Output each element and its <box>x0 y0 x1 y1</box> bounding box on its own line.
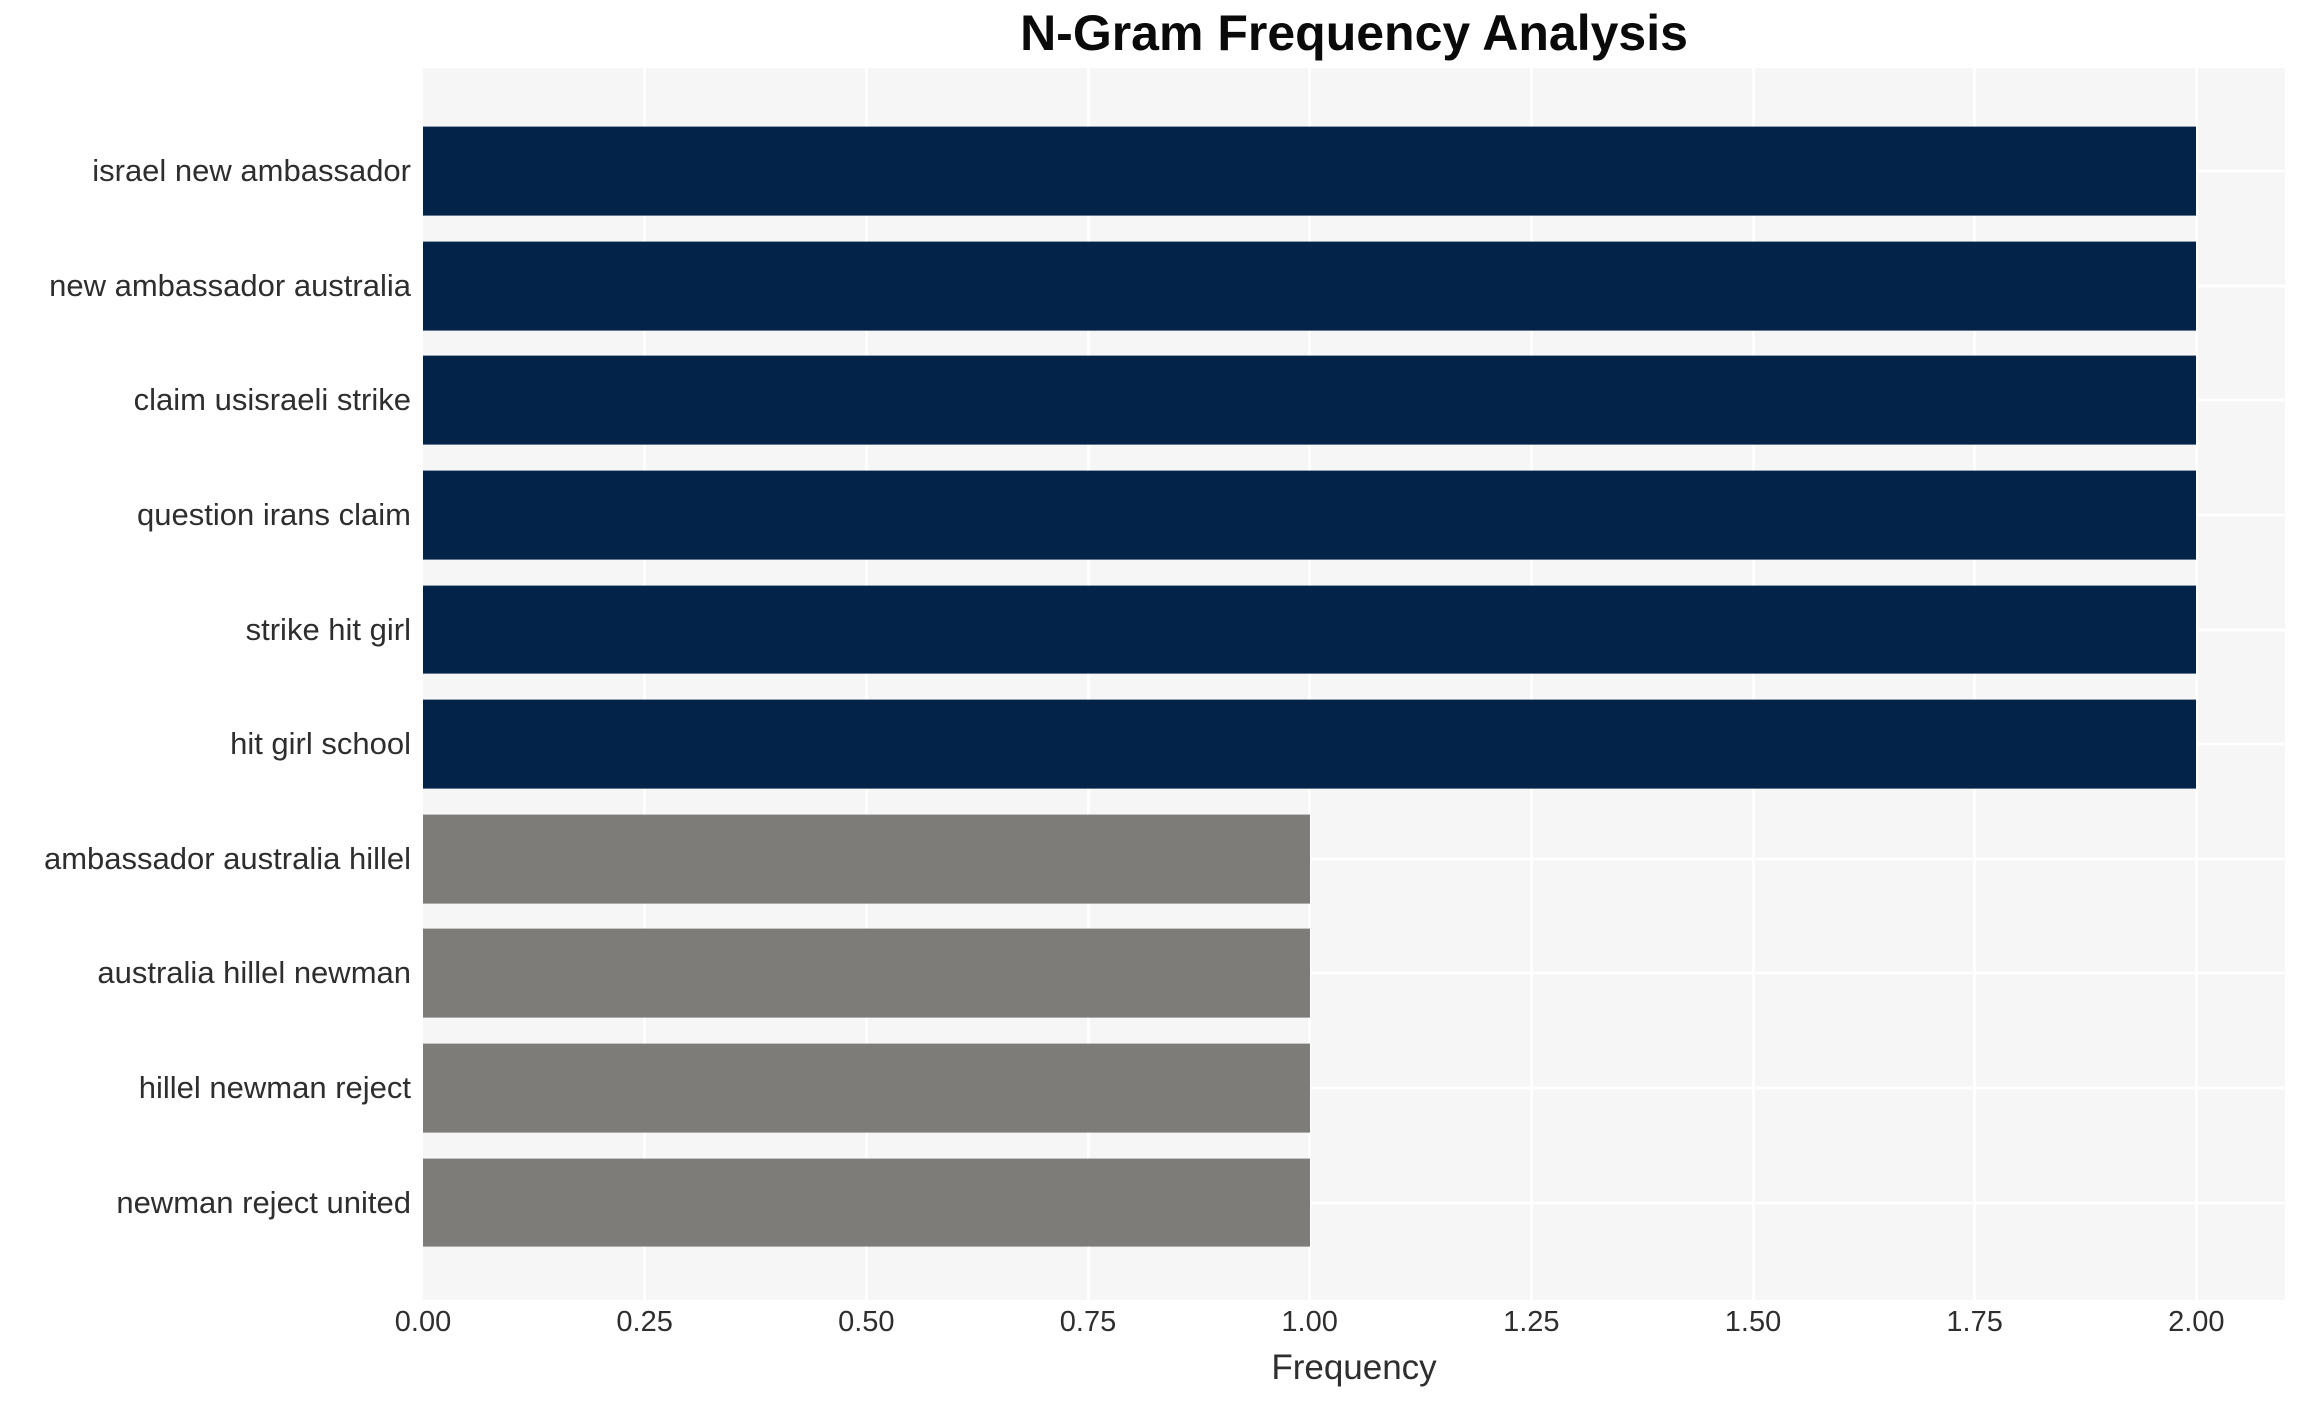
category-label-row: hit girl school <box>0 687 411 802</box>
category-label-row: australia hillel newman <box>0 916 411 1031</box>
category-label: strike hit girl <box>245 611 411 647</box>
category-label-row: claim usisraeli strike <box>0 343 411 458</box>
x-tick-label: 2.00 <box>2168 1306 2225 1338</box>
x-tick-label: 0.50 <box>838 1306 895 1338</box>
vertical-gridline <box>864 68 868 1300</box>
bar-row <box>423 343 2285 458</box>
horizontal-gridline <box>423 1086 2285 1090</box>
vertical-gridline <box>1086 68 1090 1300</box>
category-label: question irans claim <box>137 497 411 533</box>
x-tick-label: 1.75 <box>1946 1306 2003 1338</box>
bar-row <box>423 572 2285 687</box>
category-label: ambassador australia hillel <box>43 840 411 876</box>
category-label-row: strike hit girl <box>0 572 411 687</box>
bar <box>423 585 2197 675</box>
vertical-gridline <box>643 68 647 1300</box>
x-tick-label: 0.75 <box>1059 1306 1117 1338</box>
x-tick-label: 0.00 <box>394 1306 452 1338</box>
category-label-row: question irans claim <box>0 458 411 573</box>
bar <box>423 699 2197 789</box>
category-label: new ambassador australia <box>49 267 411 303</box>
bar <box>423 241 2197 331</box>
category-label: israel new ambassador <box>92 153 411 189</box>
bar <box>423 1158 1310 1248</box>
category-label-row: hillel newman reject <box>0 1031 411 1146</box>
category-label: hit girl school <box>230 726 411 762</box>
bar-row <box>423 458 2285 573</box>
plot-area <box>423 68 2285 1300</box>
x-tick-label: 0.25 <box>616 1306 673 1338</box>
bar-row <box>423 802 2285 917</box>
horizontal-gridline <box>423 857 2285 861</box>
bar <box>423 470 2197 560</box>
category-label-row: new ambassador australia <box>0 229 411 344</box>
vertical-gridline <box>2194 68 2198 1300</box>
bar-rows <box>423 68 2285 1300</box>
bar-row <box>423 687 2285 802</box>
x-tick-label: 1.25 <box>1503 1306 1560 1338</box>
x-axis-title: Frequency <box>1271 1348 1437 1387</box>
bar-row <box>423 229 2285 344</box>
category-label: newman reject united <box>116 1184 411 1220</box>
category-label-row: newman reject united <box>0 1145 411 1260</box>
bar <box>423 126 2197 216</box>
vertical-gridline <box>1973 68 1977 1300</box>
category-label: claim usisraeli strike <box>133 382 411 418</box>
y-axis-category-labels: israel new ambassador new ambassador aust… <box>0 68 411 1300</box>
bar <box>423 929 1310 1018</box>
chart-title: N-Gram Frequency Analysis <box>1020 5 1688 61</box>
x-tick-label: 1.00 <box>1281 1306 1338 1338</box>
vertical-gridlines <box>423 68 2285 1300</box>
bar <box>423 814 1310 904</box>
vertical-gridline <box>1529 68 1533 1300</box>
category-label: australia hillel newman <box>97 955 411 991</box>
vertical-gridline <box>1751 68 1755 1300</box>
bar <box>423 1043 1310 1133</box>
horizontal-gridline <box>423 971 2285 975</box>
category-label: hillel newman reject <box>138 1070 411 1106</box>
bar-row <box>423 1145 2285 1260</box>
x-tick-label: 1.50 <box>1724 1306 1782 1338</box>
horizontal-gridline <box>423 1201 2285 1205</box>
category-label-row: ambassador australia hillel <box>0 802 411 917</box>
bar <box>423 356 2197 445</box>
bar-row <box>423 916 2285 1031</box>
bar-row <box>423 114 2285 229</box>
bar-row <box>423 1031 2285 1146</box>
category-label-row: israel new ambassador <box>0 114 411 229</box>
vertical-gridline <box>1308 68 1312 1300</box>
x-axis-tick-labels: 0.00 0.25 0.50 0.75 1.00 1.25 1.50 1.75 2.00 <box>395 1306 2285 1346</box>
